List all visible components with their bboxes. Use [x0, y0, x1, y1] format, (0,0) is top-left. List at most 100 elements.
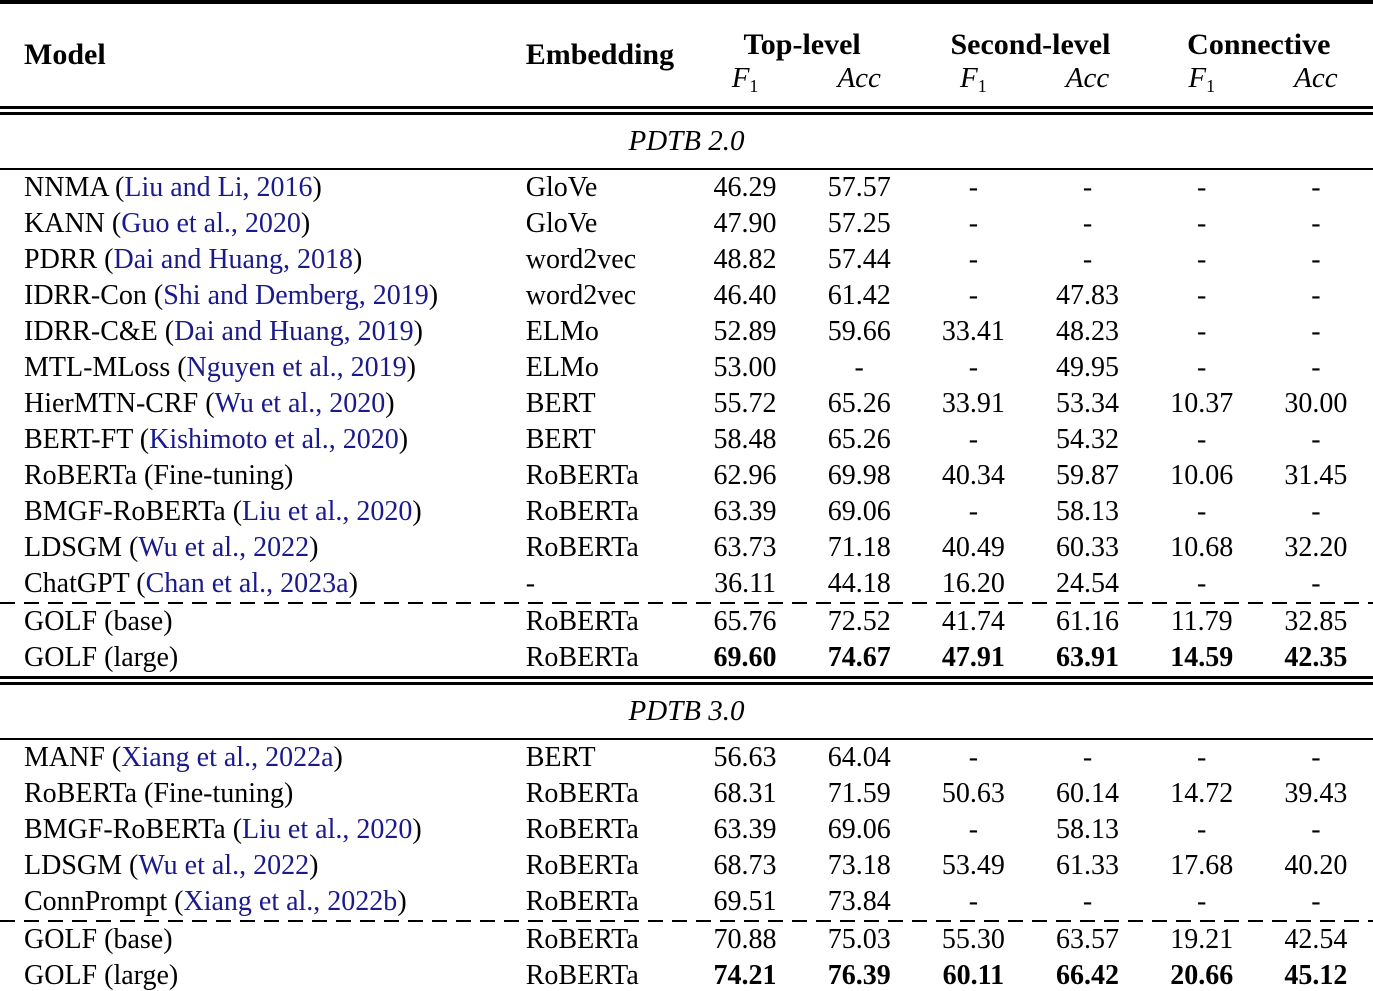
- value-cell: -: [1197, 316, 1207, 347]
- value-cell: -: [1197, 244, 1207, 275]
- value-cell: -: [968, 352, 979, 383]
- citation-link[interactable]: Chan et al., 2023a: [145, 568, 349, 599]
- acc-column-header: Acc: [802, 62, 916, 111]
- value-cell: 47.90: [713, 208, 777, 239]
- section-title: PDTB 2.0: [0, 106, 1373, 170]
- value-cell: -: [1082, 886, 1093, 917]
- value-cell: -: [968, 208, 979, 239]
- table-header: Model Embedding Top-level Second-level C…: [0, 2, 1373, 111]
- value-cell: 69.06: [827, 496, 891, 527]
- value-cell: -: [1082, 742, 1093, 773]
- value-cell: 56.63: [713, 742, 777, 773]
- value-cell: 60.33: [1056, 532, 1120, 563]
- model-cell: LDSGM (Wu et al., 2022): [0, 848, 506, 884]
- value-cell: -: [1197, 208, 1207, 239]
- value-cell: 11.79: [1170, 606, 1233, 637]
- model-name: ConnPrompt (: [24, 886, 184, 917]
- value-cell: -: [1311, 244, 1321, 275]
- embedding-cell: -: [525, 568, 536, 599]
- model-name: BMGF-RoBERTa (: [24, 814, 243, 845]
- section-title: PDTB 3.0: [0, 676, 1373, 740]
- citation-link[interactable]: Dai and Huang, 2018: [113, 244, 353, 275]
- model-column-header: Model: [24, 38, 106, 71]
- value-cell: 58.13: [1056, 814, 1120, 845]
- table-row: BMGF-RoBERTa (Liu et al., 2020) RoBERTa 63…: [0, 812, 1373, 848]
- f1-symbol: F: [731, 62, 750, 94]
- citation-link[interactable]: Nguyen et al., 2019: [186, 352, 407, 383]
- citation-link[interactable]: Shi and Demberg, 2019: [163, 280, 429, 311]
- citation-link[interactable]: Liu et al., 2020: [242, 496, 413, 527]
- value-cell: -: [1197, 172, 1207, 203]
- value-cell: 54.32: [1056, 424, 1120, 455]
- value-cell: 19.21: [1170, 924, 1234, 955]
- value-cell: 40.49: [941, 532, 1005, 563]
- f1-symbol: F: [1188, 62, 1207, 94]
- model-cell: HierMTN-CRF (Wu et al., 2020): [0, 386, 506, 422]
- value-cell: 76.39: [827, 960, 891, 991]
- embedding-cell: RoBERTa: [525, 778, 639, 809]
- model-name: LDSGM (: [24, 532, 139, 563]
- value-cell: -: [1311, 742, 1321, 773]
- value-cell: -: [1082, 172, 1093, 203]
- citation-close-paren: ): [300, 208, 311, 239]
- citation-link[interactable]: Wu et al., 2022: [138, 532, 310, 563]
- embedding-cell: ELMo: [525, 352, 599, 383]
- value-cell: -: [968, 172, 979, 203]
- header-group-row: Model Embedding Top-level Second-level C…: [0, 2, 1373, 71]
- value-cell: -: [1197, 568, 1207, 599]
- model-cell: GOLF (large): [0, 640, 506, 681]
- group-header-second-level: Second-level: [950, 28, 1111, 61]
- value-cell: 63.57: [1056, 924, 1120, 955]
- citation-link[interactable]: Wu et al., 2020: [214, 388, 386, 419]
- value-cell: 72.52: [827, 606, 891, 637]
- model-cell: BMGF-RoBERTa (Liu et al., 2020): [0, 812, 506, 848]
- citation-link[interactable]: Wu et al., 2022: [138, 850, 310, 881]
- embedding-cell: RoBERTa: [525, 532, 639, 563]
- value-cell: 65.26: [827, 424, 891, 455]
- value-cell: 69.60: [713, 642, 777, 673]
- embedding-column-header: Embedding: [525, 38, 675, 71]
- f1-column-header: F1: [916, 62, 1030, 111]
- model-name: BERT-FT (: [24, 424, 150, 455]
- value-cell: 48.82: [713, 244, 777, 275]
- value-cell: 10.06: [1170, 460, 1234, 491]
- value-cell: 45.12: [1284, 960, 1348, 991]
- value-cell: 64.04: [827, 742, 891, 773]
- model-name: NNMA (: [24, 172, 125, 203]
- value-cell: 20.66: [1170, 960, 1234, 991]
- model-cell: GOLF (large): [0, 958, 506, 991]
- value-cell: 47.83: [1056, 280, 1120, 311]
- table-row: RoBERTa (Fine-tuning) RoBERTa 62.96 69.98 40…: [0, 458, 1373, 494]
- citation-close-paren: ): [413, 316, 423, 347]
- model-name: KANN (: [24, 208, 122, 239]
- citation-close-paren: ): [397, 886, 407, 917]
- group-header-connective: Connective: [1187, 28, 1331, 61]
- value-cell: 53.49: [941, 850, 1005, 881]
- citation-close-paren: ): [412, 496, 422, 527]
- citation-link[interactable]: Liu et al., 2020: [242, 814, 413, 845]
- citation-close-paren: ): [412, 814, 422, 845]
- value-cell: 30.00: [1284, 388, 1348, 419]
- model-cell: RoBERTa (Fine-tuning): [0, 776, 506, 812]
- model-cell: MTL-MLoss (Nguyen et al., 2019): [0, 350, 506, 386]
- table-row: GOLF (large) RoBERTa 69.60 74.67 47.91 63.91 1…: [0, 640, 1373, 681]
- model-name: HierMTN-CRF (: [24, 388, 215, 419]
- table-row: HierMTN-CRF (Wu et al., 2020) BERT 55.72 65…: [0, 386, 1373, 422]
- citation-link[interactable]: Xiang et al., 2022a: [121, 742, 334, 773]
- table-row: NNMA (Liu and Li, 2016) GloVe 46.29 57.57 - -…: [0, 169, 1373, 206]
- dashed-line: [0, 920, 1373, 922]
- table-row: MANF (Xiang et al., 2022a) BERT 56.63 64.04…: [0, 739, 1373, 776]
- value-cell: 46.29: [713, 172, 777, 203]
- value-cell: 36.11: [714, 568, 777, 599]
- citation-link[interactable]: Guo et al., 2020: [121, 208, 301, 239]
- section-title-row: PDTB 2.0: [0, 106, 1373, 170]
- value-cell: 49.95: [1056, 352, 1120, 383]
- citation-link[interactable]: Liu and Li, 2016: [124, 172, 313, 203]
- table-row: PDRR (Dai and Huang, 2018) word2vec 48.82 5…: [0, 242, 1373, 278]
- citation-link[interactable]: Dai and Huang, 2019: [174, 316, 414, 347]
- value-cell: 60.11: [942, 960, 1005, 991]
- dashed-separator: [0, 602, 1373, 604]
- citation-link[interactable]: Kishimoto et al., 2020: [149, 424, 399, 455]
- model-name: GOLF (large): [24, 960, 179, 991]
- citation-link[interactable]: Xiang et al., 2022b: [183, 886, 398, 917]
